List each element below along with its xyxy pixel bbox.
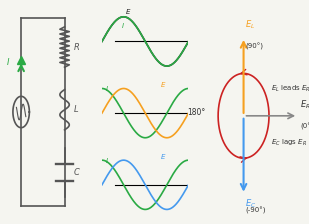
Text: C: C	[74, 168, 80, 177]
Text: (0°): (0°)	[300, 123, 309, 130]
Text: $E_L$ leads $E_R$: $E_L$ leads $E_R$	[271, 84, 309, 94]
Text: $E_C$ lags $E_R$: $E_C$ lags $E_R$	[271, 138, 307, 148]
Text: E: E	[160, 82, 165, 88]
Text: E: E	[160, 154, 165, 160]
Text: I: I	[105, 158, 108, 164]
Text: $E_R$: $E_R$	[300, 99, 309, 111]
Text: $E_L$: $E_L$	[245, 18, 256, 31]
Text: L: L	[74, 105, 78, 114]
Text: 180°: 180°	[187, 108, 205, 117]
Text: E: E	[126, 9, 130, 15]
Text: $E_C$: $E_C$	[245, 198, 257, 210]
Text: I: I	[105, 86, 108, 92]
Text: (90°): (90°)	[245, 43, 263, 50]
Text: I: I	[7, 58, 10, 67]
Text: I: I	[121, 23, 124, 29]
Text: R: R	[74, 43, 80, 52]
Text: (-90°): (-90°)	[245, 207, 266, 214]
